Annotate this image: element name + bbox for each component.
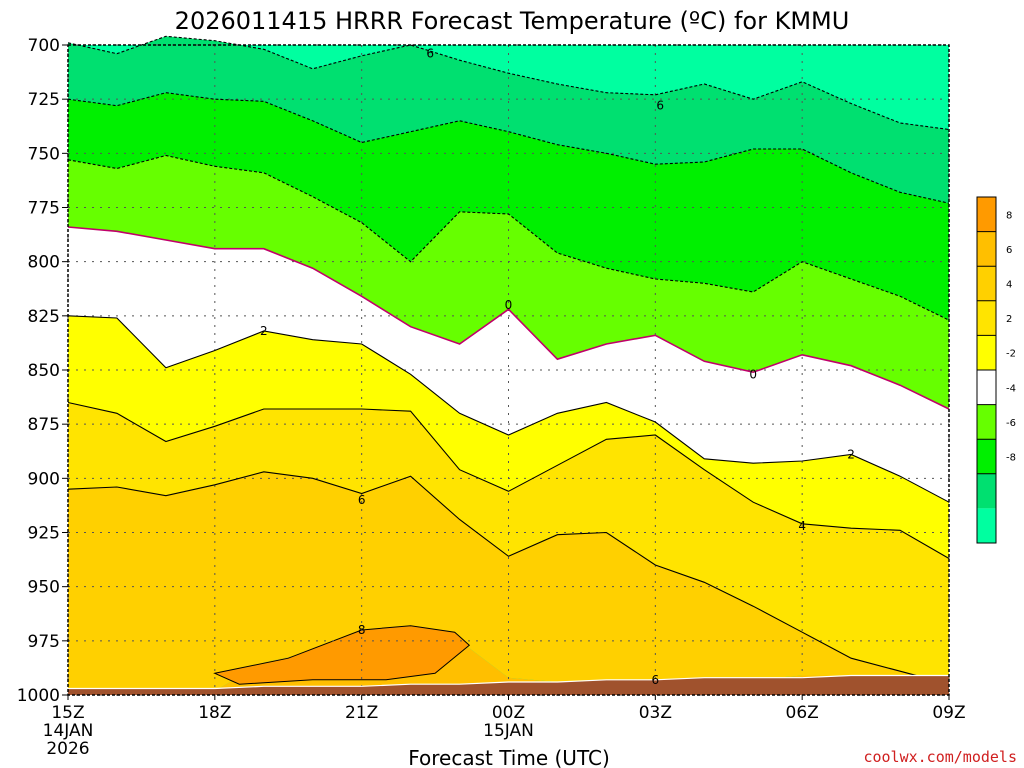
legend-swatch (977, 335, 996, 370)
x-tick-label: 09Z (932, 703, 965, 723)
y-tick-label: 950 (28, 578, 60, 598)
y-tick-label: 900 (28, 469, 60, 489)
contour-label: 0 (505, 298, 513, 312)
contour-line (67, 92, 950, 204)
x-tick-date: 15JAN (483, 721, 534, 741)
color-legend: 8 6 4 2 -2 -4 -6 -8 (976, 196, 1016, 544)
legend-label: 6 (1006, 245, 1012, 256)
legend-swatch (977, 370, 996, 405)
y-tick-label: 825 (28, 307, 60, 327)
contour-label: 6 (656, 99, 664, 113)
y-tick-label: 975 (28, 632, 60, 652)
x-tick-year: 2026 (46, 739, 89, 759)
legend-swatch (977, 439, 996, 474)
x-tick-label: 03Z (639, 703, 672, 723)
legend-swatch (977, 231, 996, 267)
legend-swatch (977, 473, 996, 509)
legend-label: -2 (1006, 349, 1016, 360)
contour-label: 2 (260, 324, 268, 338)
legend-label: 4 (1006, 280, 1012, 291)
legend-swatch (977, 197, 996, 232)
contour-line (67, 226, 950, 410)
contour-line (67, 471, 950, 685)
contour-label: 6 (652, 673, 660, 687)
y-tick-label: 750 (28, 144, 60, 164)
legend-swatch (977, 266, 996, 301)
legend-label: -6 (1006, 418, 1016, 429)
x-tick-label: 06Z (786, 703, 819, 723)
ground-surface (68, 675, 949, 695)
legend-label: 8 (1006, 210, 1012, 221)
legend-swatch (977, 300, 996, 336)
credit-text: coolwx.com/models (863, 748, 1017, 766)
legend-label: 2 (1006, 314, 1012, 325)
legend-label: -8 (1006, 453, 1016, 464)
contour-line (67, 315, 950, 503)
chart-title: 2026011415 HRRR Forecast Temperature (ºC… (175, 7, 850, 35)
temperature-band (68, 155, 949, 409)
temperature-band (68, 36, 949, 204)
contour-line (67, 35, 950, 131)
x-axis-title: Forecast Time (UTC) (408, 746, 610, 768)
y-tick-label: 800 (28, 253, 60, 273)
y-tick-label: 875 (28, 415, 60, 435)
x-tick-label: 00Z (492, 703, 525, 723)
y-tick-label: 725 (28, 90, 60, 110)
y-tick-label: 850 (28, 361, 60, 381)
legend-swatch (977, 508, 996, 543)
x-tick-label: 18Z (198, 703, 231, 723)
y-tick-label: 925 (28, 524, 60, 544)
temperature-band (68, 227, 949, 503)
y-tick-label: 700 (28, 36, 60, 56)
x-tick-label: 21Z (345, 703, 378, 723)
legend-swatch (977, 404, 996, 440)
legend-label: -4 (1006, 383, 1016, 394)
contour-label: 4 (798, 519, 806, 533)
ground-edge (68, 674, 949, 690)
plot-area: 6 6 0 0 2 2 4 6 6 8 (67, 35, 950, 696)
warm-core-region (213, 625, 471, 685)
contour-label: 8 (358, 623, 366, 637)
x-tick-label: 15Z (51, 703, 84, 723)
contour-label: 6 (426, 47, 434, 61)
contour-line (67, 401, 950, 559)
y-tick-label: 1000 (17, 686, 60, 706)
contour-label: 2 (847, 448, 855, 462)
temperature-band (68, 471, 949, 695)
y-tick-label: 775 (28, 199, 60, 219)
temperature-band (68, 402, 949, 685)
contour-label: 0 (749, 367, 757, 381)
x-tick-date: 14JAN (43, 721, 94, 741)
contour-line (67, 154, 950, 321)
contour-label: 6 (358, 493, 366, 507)
